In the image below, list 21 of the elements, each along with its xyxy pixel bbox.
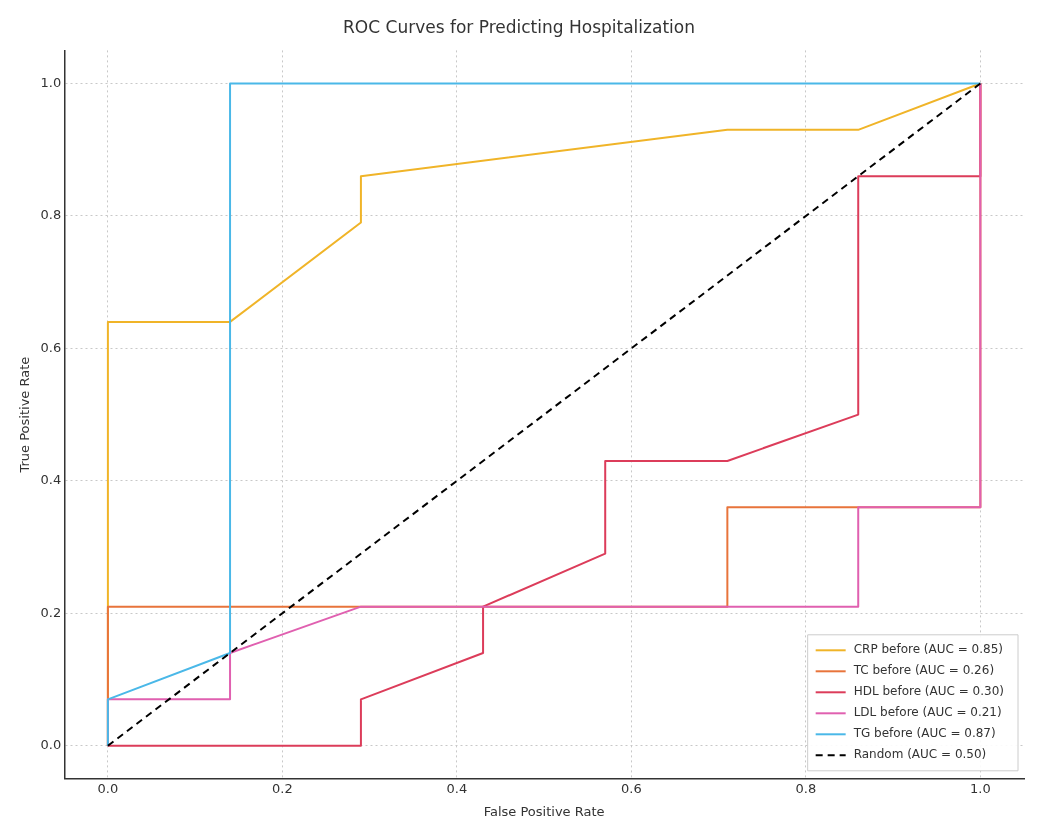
x-axis-title: False Positive Rate [483,803,605,819]
x-tick-label: 0.0 [97,780,119,796]
legend-label: TC before (AUC = 0.26) [852,663,995,678]
y-tick-label: 1.0 [40,74,62,90]
chart-title: ROC Curves for Predicting Hospitalization [343,16,695,37]
y-tick-label: 0.0 [40,737,62,753]
x-tick-label: 0.4 [446,780,468,796]
y-tick-label: 0.4 [40,472,62,488]
x-tick-label: 0.2 [272,780,293,796]
x-tick-label: 0.8 [795,780,817,796]
y-tick-label: 0.6 [40,339,62,355]
legend-label: HDL before (AUC = 0.30) [853,684,1005,699]
legend-label: CRP before (AUC = 0.85) [853,642,1004,657]
x-tick-label: 1.0 [970,780,991,796]
y-tick-label: 0.2 [40,604,62,620]
legend-label: Random (AUC = 0.50) [853,747,987,762]
y-tick-label: 0.8 [40,207,62,223]
legend-label: LDL before (AUC = 0.21) [853,705,1002,720]
y-axis-title: True Positive Rate [17,356,33,474]
x-tick-label: 0.6 [621,780,642,796]
legend-label: TG before (AUC = 0.87) [852,726,996,741]
